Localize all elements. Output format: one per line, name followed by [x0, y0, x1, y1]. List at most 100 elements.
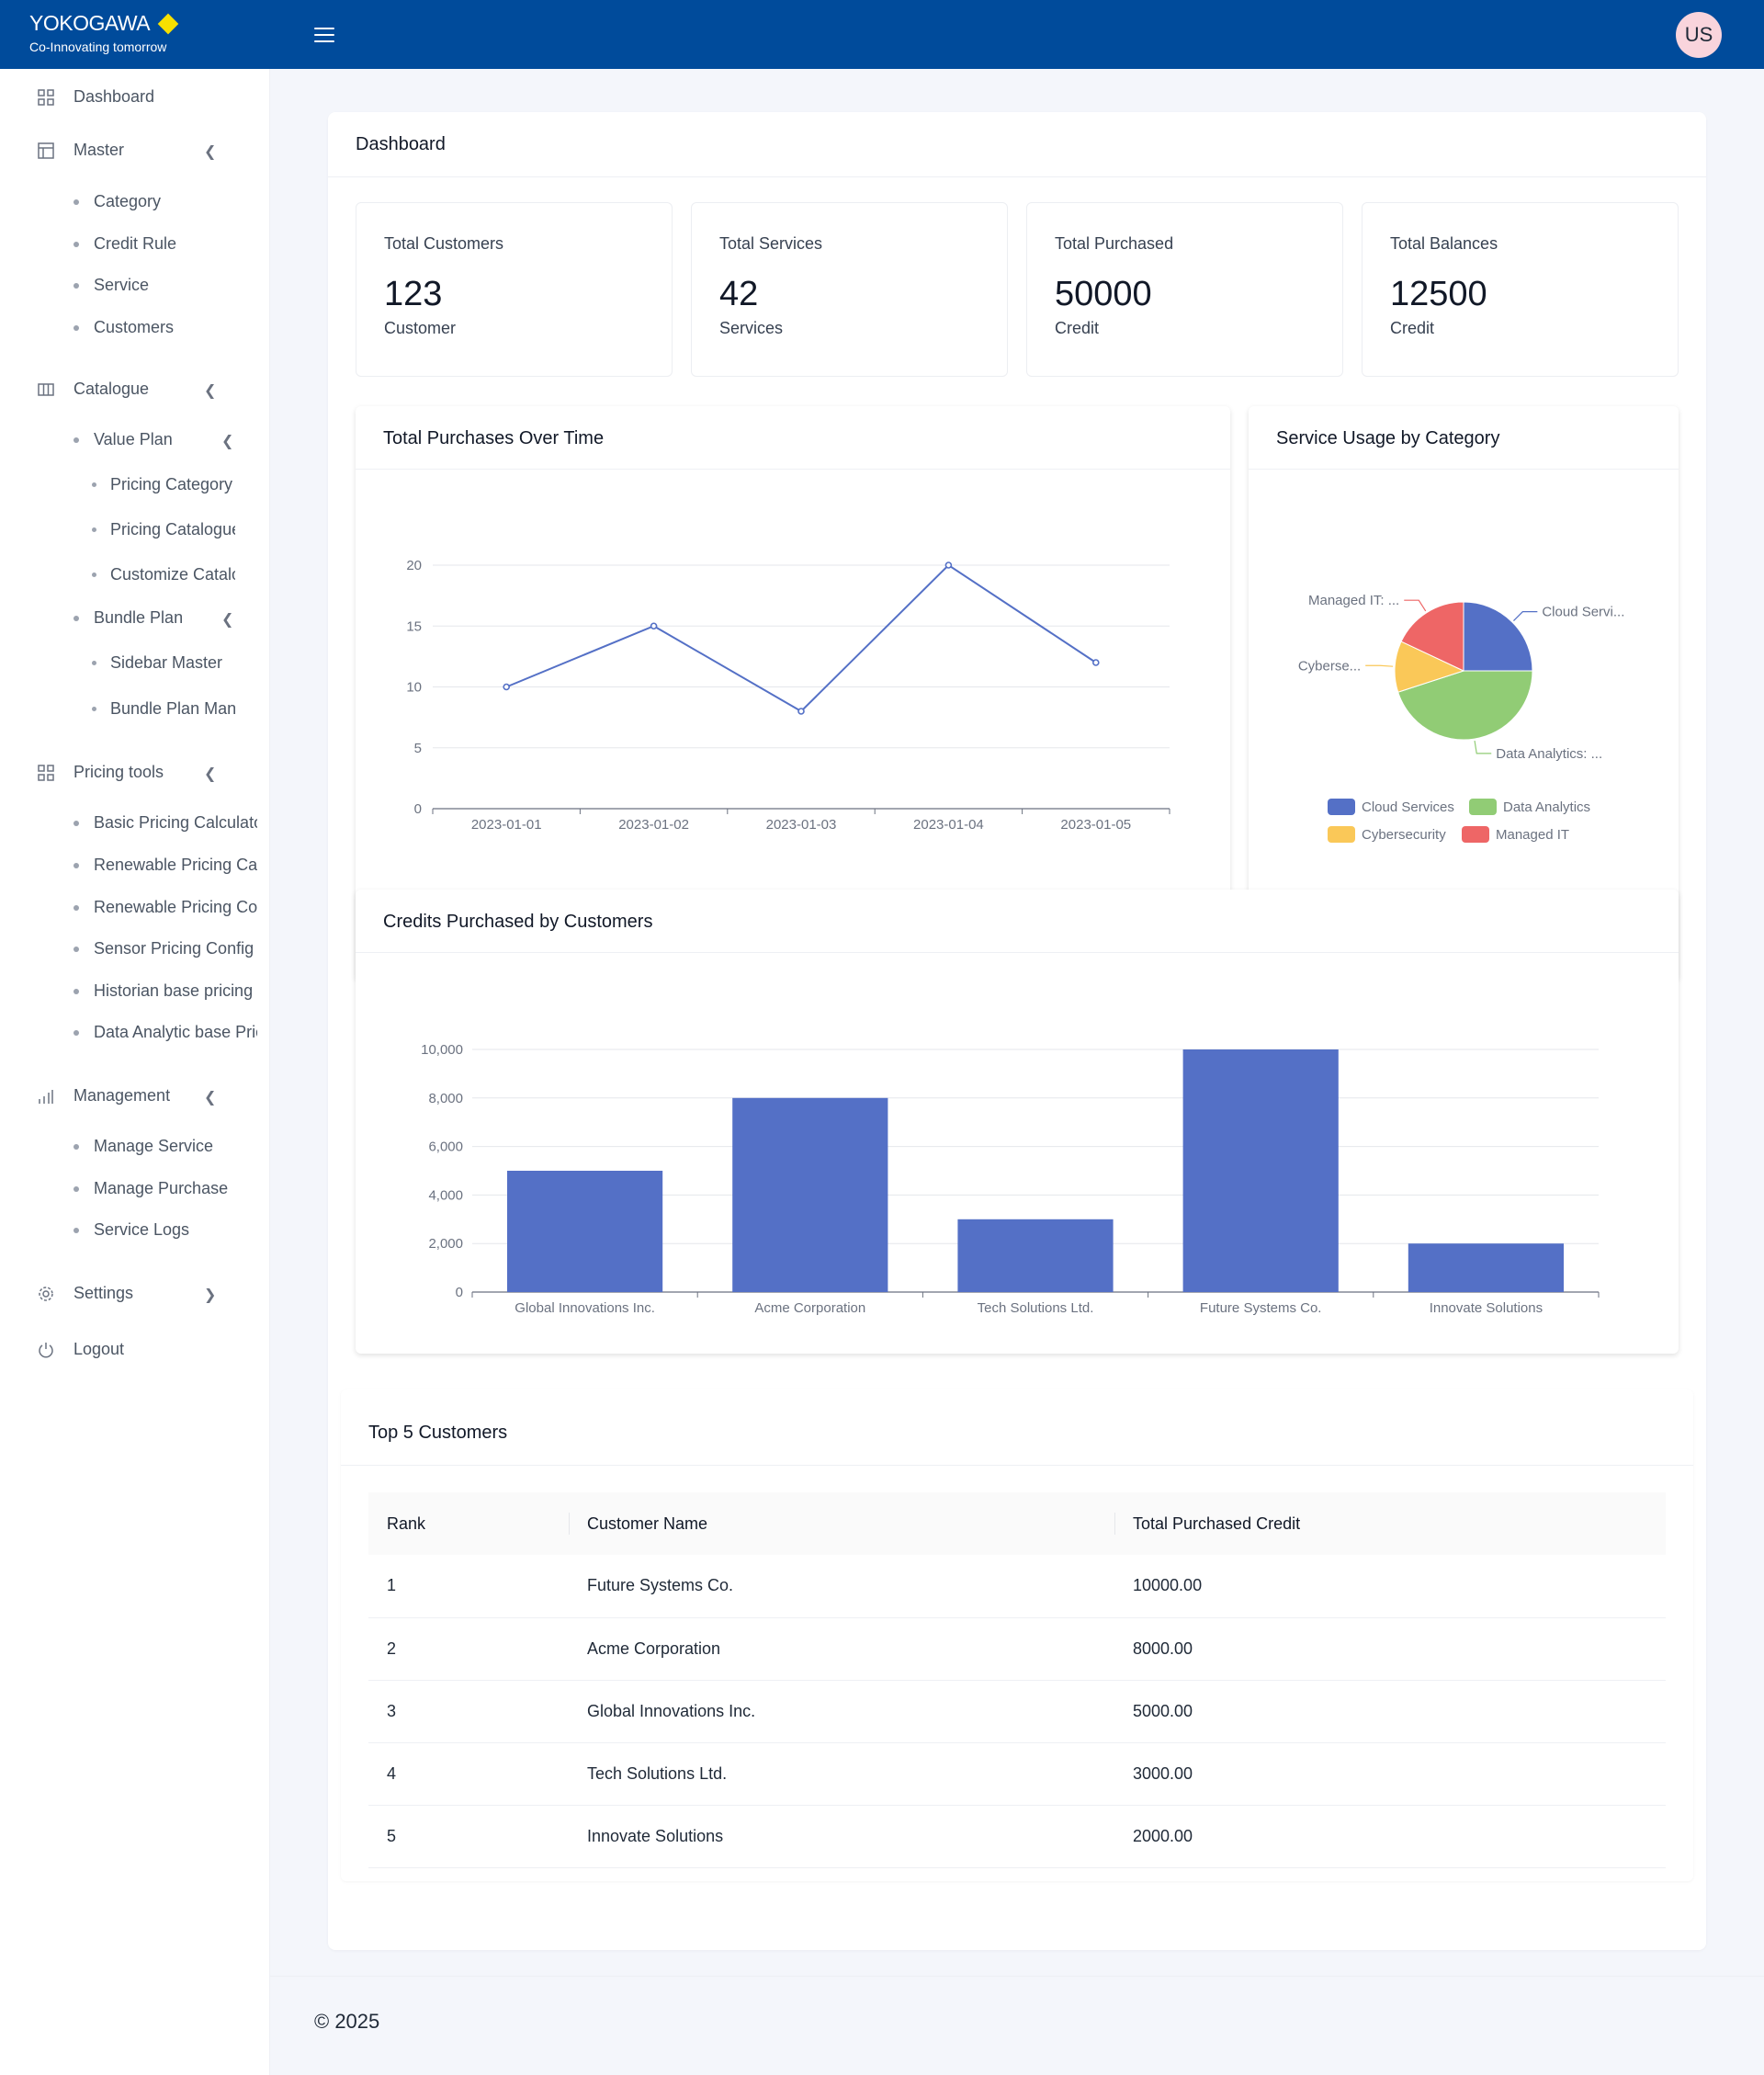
sidebar-item-sidebar-master[interactable]: Sidebar Master	[92, 653, 235, 673]
divider	[356, 469, 1230, 470]
sidebar-item-label: Category	[94, 192, 162, 210]
cell-credit: 8000.00	[1114, 1617, 1666, 1681]
x-tick-label: Future Systems Co.	[1200, 1300, 1322, 1316]
column-header-customer-name[interactable]: Customer Name	[569, 1492, 1114, 1555]
y-tick-label: 2,000	[428, 1236, 463, 1252]
brand-logo[interactable]: YOKOGAWA Co-Innovating tomorrow	[29, 11, 179, 54]
sidebar-item-renewable-pricing-config[interactable]: Renewable Pricing Config	[74, 898, 257, 917]
brand-tagline: Co-Innovating tomorrow	[29, 40, 167, 54]
sidebar-item-label: Logout	[74, 1340, 125, 1358]
menu-toggle-icon[interactable]	[314, 28, 334, 44]
cell-credit: 2000.00	[1114, 1805, 1666, 1868]
sidebar-item-renewable-pricing-calculator[interactable]: Renewable Pricing Calculator	[74, 856, 257, 875]
pie-label-line	[1404, 599, 1427, 612]
pie-slice-label: Cyberse...	[1298, 658, 1361, 674]
cell-rank: 5	[368, 1805, 569, 1868]
bar	[732, 1097, 888, 1292]
sidebar-item-historian-base-pricing[interactable]: Historian base pricing	[74, 981, 257, 1001]
user-avatar[interactable]: US	[1676, 12, 1722, 58]
cell-customer-name: Tech Solutions Ltd.	[569, 1742, 1114, 1806]
y-tick-label: 15	[406, 618, 422, 634]
chevron-left-icon[interactable]: ❮	[204, 766, 217, 782]
chevron-left-icon[interactable]: ❮	[221, 612, 234, 628]
stat-unit: Services	[719, 319, 784, 337]
sidebar-item-value-plan[interactable]: Value Plan	[74, 430, 257, 449]
table-row: 4 Tech Solutions Ltd. 3000.00	[368, 1742, 1666, 1806]
sidebar-item-data-analytic-base-pricing[interactable]: Data Analytic base Pricing	[74, 1023, 257, 1042]
bar	[957, 1219, 1114, 1292]
cell-rank: 3	[368, 1680, 569, 1743]
sidebar: Dashboard Master ❮ Category Credit Rule …	[0, 69, 270, 2075]
stat-unit: Customer	[384, 319, 457, 337]
y-tick-label: 6,000	[428, 1140, 463, 1155]
cell-customer-name: Acme Corporation	[569, 1617, 1114, 1681]
sidebar-item-label: Master	[74, 141, 125, 159]
data-point	[503, 683, 510, 691]
sidebar-item-bundle-plan[interactable]: Bundle Plan	[74, 608, 257, 628]
sidebar-item-master[interactable]: Master	[37, 141, 124, 160]
sidebar-item-dashboard[interactable]: Dashboard	[37, 87, 154, 107]
y-tick-label: 10	[406, 680, 422, 696]
sidebar-item-category[interactable]: Category	[74, 192, 257, 211]
x-tick-label: 2023-01-02	[618, 817, 689, 833]
sidebar-item-manage-service[interactable]: Manage Service	[74, 1137, 257, 1156]
sidebar-item-service-logs[interactable]: Service Logs	[74, 1220, 257, 1240]
chevron-left-icon[interactable]: ❮	[204, 144, 217, 160]
sidebar-item-sensor-pricing-config[interactable]: Sensor Pricing Config	[74, 939, 257, 958]
chevron-right-icon[interactable]: ❯	[204, 1287, 217, 1303]
cell-credit: 5000.00	[1114, 1680, 1666, 1743]
sidebar-item-credit-rule[interactable]: Credit Rule	[74, 234, 257, 254]
x-tick-label: 2023-01-01	[471, 817, 542, 833]
sidebar-item-management[interactable]: Management	[37, 1086, 170, 1106]
sidebar-item-label: Customize Catalogue	[110, 565, 235, 584]
sidebar-item-catalogue[interactable]: Catalogue	[37, 380, 149, 399]
y-tick-label: 10,000	[421, 1042, 463, 1058]
diamond-icon	[157, 13, 179, 34]
sidebar-item-manage-purchase[interactable]: Manage Purchase	[74, 1179, 257, 1198]
sidebar-item-pricing-category[interactable]: Pricing Category	[92, 475, 235, 494]
chevron-left-icon[interactable]: ❮	[204, 383, 217, 399]
pie-slice-label: Data Analytics: ...	[1496, 746, 1602, 762]
sidebar-item-customers[interactable]: Customers	[74, 318, 257, 337]
sidebar-item-pricing-catalogue[interactable]: Pricing Catalogue	[92, 520, 235, 539]
series-line	[505, 563, 1097, 713]
sidebar-item-label: Bundle Plan Management	[110, 699, 235, 718]
panel-title: Total Purchases Over Time	[383, 428, 605, 448]
chevron-left-icon[interactable]: ❮	[204, 1090, 217, 1106]
stat-card-purchased: Total Purchased 50000 Credit	[1026, 202, 1343, 377]
chevron-left-icon[interactable]: ❮	[221, 434, 234, 449]
column-header-rank[interactable]: Rank	[387, 1514, 426, 1533]
line-chart: 0 5 10 15 20 2023-01-01 2023-01-02 2023-01-03 20…	[406, 558, 1170, 833]
footer-divider	[270, 1976, 1764, 1977]
bar	[507, 1171, 663, 1292]
sidebar-item-bundle-plan-management[interactable]: Bundle Plan Management	[92, 699, 235, 719]
pie-slice-label: Managed IT: ...	[1308, 593, 1399, 608]
cell-customer-name: Future Systems Co.	[569, 1555, 1114, 1618]
grid-icon	[37, 88, 55, 107]
sidebar-item-basic-pricing-calculator[interactable]: Basic Pricing Calculator	[74, 813, 257, 833]
sidebar-item-label: Manage Purchase	[94, 1179, 229, 1197]
line-chart-panel: Total Purchases Over Time 0 5 10 15 20 2023-0…	[356, 406, 1230, 981]
sidebar-item-label: Dashboard	[74, 87, 155, 106]
sidebar-item-settings[interactable]: Settings	[37, 1284, 133, 1303]
sidebar-item-label: Pricing tools	[74, 763, 164, 781]
bar	[1182, 1049, 1339, 1292]
sidebar-item-label: Basic Pricing Calculator	[94, 813, 257, 832]
data-point	[650, 622, 658, 630]
gear-icon	[37, 1285, 55, 1303]
dashboard-card: Dashboard Total Customers 123 Customer T…	[328, 112, 1706, 1950]
sidebar-item-pricing-tools[interactable]: Pricing tools	[37, 763, 164, 782]
sidebar-item-logout[interactable]: Logout	[37, 1340, 124, 1359]
sidebar-item-label: Value Plan	[94, 430, 173, 448]
data-point	[944, 561, 953, 569]
sidebar-item-customize-catalogue[interactable]: Customize Catalogue	[92, 565, 235, 584]
stat-unit: Credit	[1055, 319, 1100, 337]
x-tick-label: 2023-01-04	[913, 817, 984, 833]
panel-title: Credits Purchased by Customers	[383, 912, 653, 932]
sidebar-item-service[interactable]: Service	[74, 276, 257, 295]
stat-value: 123	[384, 275, 443, 313]
divider	[341, 1465, 1693, 1466]
column-header-total-credit[interactable]: Total Purchased Credit	[1114, 1492, 1666, 1555]
stat-label: Total Customers	[384, 234, 504, 253]
brand-name: YOKOGAWA	[29, 11, 151, 35]
